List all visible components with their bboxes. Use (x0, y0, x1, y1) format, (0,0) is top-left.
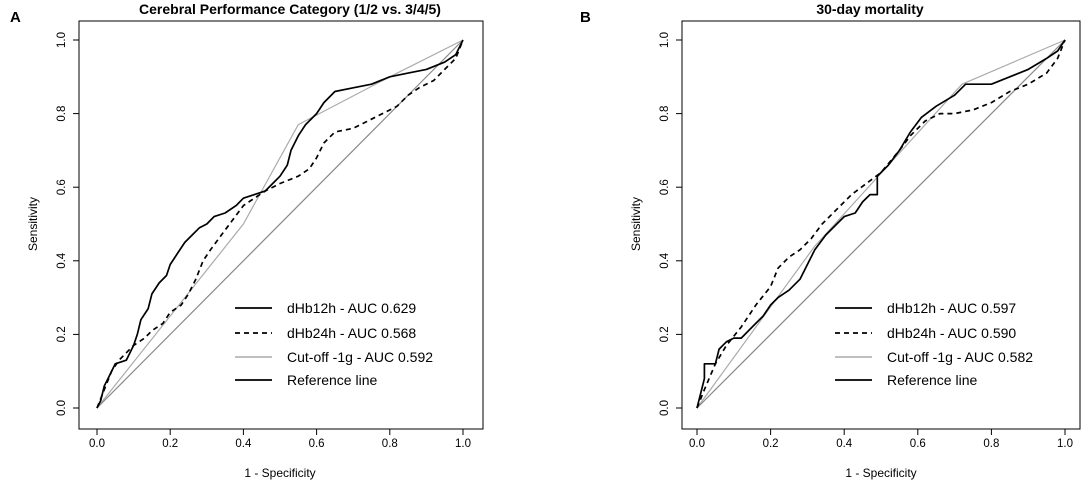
legend-label: dHb12h - AUC 0.629 (287, 300, 416, 316)
legend-label: dHb24h - AUC 0.568 (287, 325, 416, 341)
y-tick-label: 0.4 (659, 252, 671, 269)
x-tick-label: 0.4 (836, 438, 853, 450)
series-line-reference (696, 39, 1066, 409)
x-tick-label: 0.2 (763, 438, 779, 450)
x-tick-label: 0.6 (309, 438, 325, 450)
y-axis: 0.0 0.2 0.4 0.6 0.8 1.0 (56, 32, 79, 416)
x-tick-label: 1.0 (455, 438, 471, 450)
x-tick-label: 0.0 (689, 438, 705, 450)
y-tick-label: 0.6 (659, 179, 671, 195)
series-line-dhb12h (696, 39, 1066, 409)
legend-label: dHb12h - AUC 0.597 (887, 300, 1016, 316)
legend-label: Cut-off -1g - AUC 0.582 (887, 349, 1033, 365)
x-axis: 0.0 0.2 0.4 0.6 0.8 1.0 (689, 429, 1073, 450)
x-tick-label: 0.8 (983, 438, 999, 450)
y-tick-label: 1.0 (659, 32, 671, 48)
y-tick-label: 0.8 (56, 106, 68, 122)
chart-title: Cerebral Performance Category (1/2 vs. 3… (139, 1, 441, 17)
x-axis-label: 1 - Specificity (244, 466, 315, 480)
chart-title: 30-day mortality (816, 1, 924, 17)
plot-frame (681, 20, 1081, 430)
y-tick-label: 0.8 (659, 106, 671, 122)
panel-letter: A (10, 9, 21, 26)
x-tick-label: 1.0 (1057, 438, 1073, 450)
x-tick-label: 0.2 (162, 438, 178, 450)
series-line-dhb24h (696, 39, 1066, 409)
x-tick-label: 0.4 (235, 438, 252, 450)
x-tick-label: 0.6 (910, 438, 926, 450)
series-group (96, 39, 464, 409)
series-line-dhb24h (96, 39, 464, 409)
legend: dHb12h - AUC 0.597 dHb24h - AUC 0.590 Cut-… (835, 300, 1033, 388)
legend: dHb12h - AUC 0.629 dHb24h - AUC 0.568 Cut-… (235, 300, 433, 388)
x-axis: 0.0 0.2 0.4 0.6 0.8 1.0 (89, 429, 471, 450)
chart-panel-b: B 30-day mortality 0.0 0.2 0.4 0.6 0.8 1.0 1 - S… (580, 1, 1081, 480)
y-tick-label: 0.0 (659, 400, 671, 416)
y-tick-label: 0.4 (56, 252, 68, 269)
y-axis-label: Sensitivity (26, 197, 40, 251)
y-tick-label: 1.0 (56, 32, 68, 48)
y-tick-label: 0.2 (659, 326, 671, 342)
legend-label: Cut-off -1g - AUC 0.592 (287, 349, 433, 365)
legend-label: dHb24h - AUC 0.590 (887, 325, 1016, 341)
series-group (696, 39, 1066, 409)
plot-frame (78, 20, 484, 430)
legend-label: Reference line (887, 372, 977, 388)
y-tick-label: 0.2 (56, 326, 68, 342)
series-line-cut-off (96, 39, 464, 409)
x-axis-label: 1 - Specificity (845, 466, 916, 480)
x-tick-label: 0.0 (89, 438, 105, 450)
y-tick-label: 0.0 (56, 400, 68, 416)
y-axis-label: Sensitivity (629, 197, 643, 251)
legend-label: Reference line (287, 372, 377, 388)
x-tick-label: 0.8 (382, 438, 398, 450)
y-tick-label: 0.6 (56, 179, 68, 195)
panel-letter: B (580, 9, 591, 26)
y-axis: 0.0 0.2 0.4 0.6 0.8 1.0 (659, 32, 682, 416)
chart-panel-a: A Cerebral Performance Category (1/2 vs. … (10, 1, 484, 480)
